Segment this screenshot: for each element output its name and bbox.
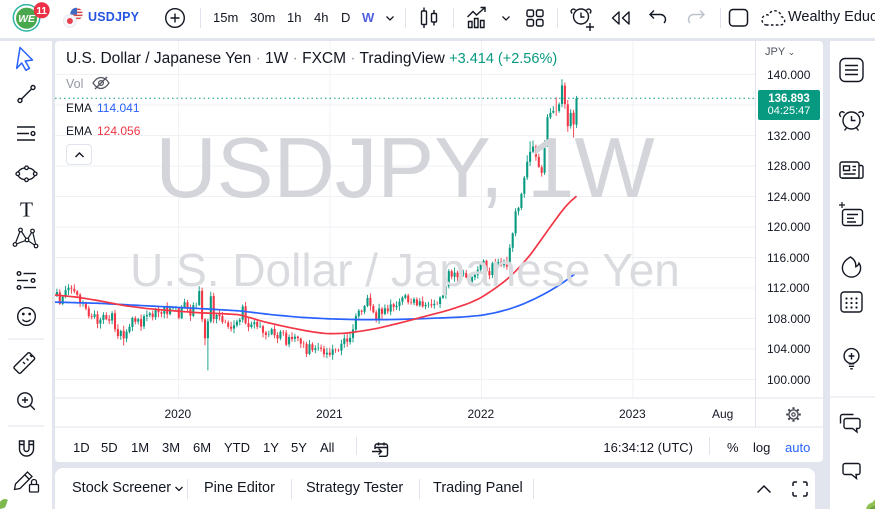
svg-text:11: 11 <box>36 6 47 17</box>
svg-text:T: T <box>20 198 33 222</box>
svg-text:WE: WE <box>18 13 36 25</box>
